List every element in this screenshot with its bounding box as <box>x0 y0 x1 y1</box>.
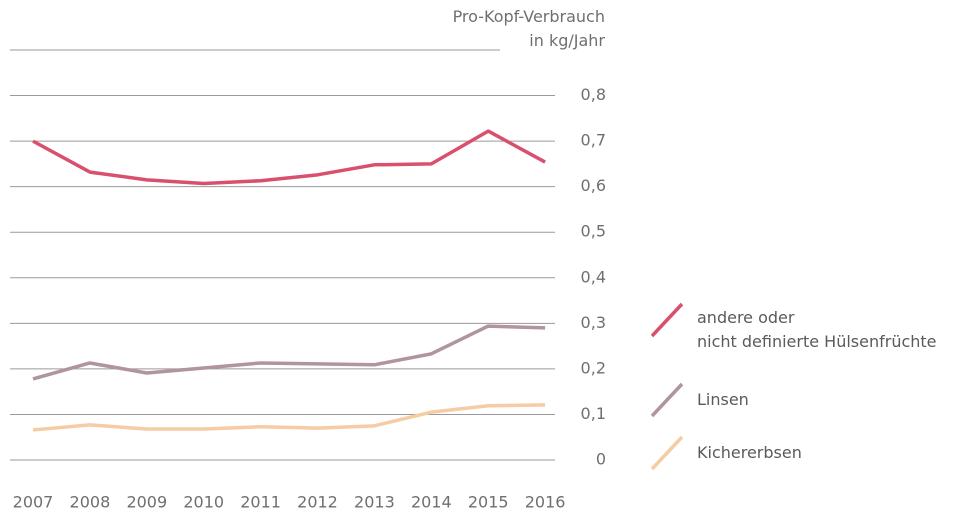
y-tick-label: 0,8 <box>581 85 606 104</box>
x-tick-label: 2016 <box>525 493 566 512</box>
x-tick-label: 2011 <box>240 493 281 512</box>
x-tick-label: 2009 <box>126 493 167 512</box>
legend-swatch <box>650 302 684 338</box>
y-tick-label: 0,3 <box>581 313 606 332</box>
legend-label: andere oder nicht definierte Hülsenfrüch… <box>697 308 937 351</box>
legend-swatch <box>650 382 684 418</box>
x-tick-label: 2012 <box>297 493 338 512</box>
y-tick-label: 0 <box>596 450 606 469</box>
y-tick-label: 0,5 <box>581 222 606 241</box>
series-line <box>32 129 546 186</box>
x-tick-label: 2008 <box>70 493 111 512</box>
y-tick-label: 0,7 <box>581 131 606 150</box>
series-line <box>32 324 546 381</box>
y-axis-label: Pro-Kopf-Verbrauch in kg/Jahr <box>452 7 605 50</box>
y-tick-label: 0,2 <box>581 358 606 377</box>
x-tick-label: 2013 <box>354 493 395 512</box>
y-tick-label: 0,1 <box>581 404 606 423</box>
legend-label: Kichererbsen <box>697 443 802 462</box>
legend-swatch <box>650 435 684 471</box>
series-line <box>32 403 546 432</box>
y-tick-label: 0,6 <box>581 176 606 195</box>
x-tick-label: 2015 <box>468 493 509 512</box>
x-tick-label: 2010 <box>183 493 224 512</box>
x-tick-label: 2007 <box>13 493 54 512</box>
legend-label: Linsen <box>697 390 749 409</box>
y-tick-label: 0,4 <box>581 267 606 286</box>
x-tick-label: 2014 <box>411 493 452 512</box>
